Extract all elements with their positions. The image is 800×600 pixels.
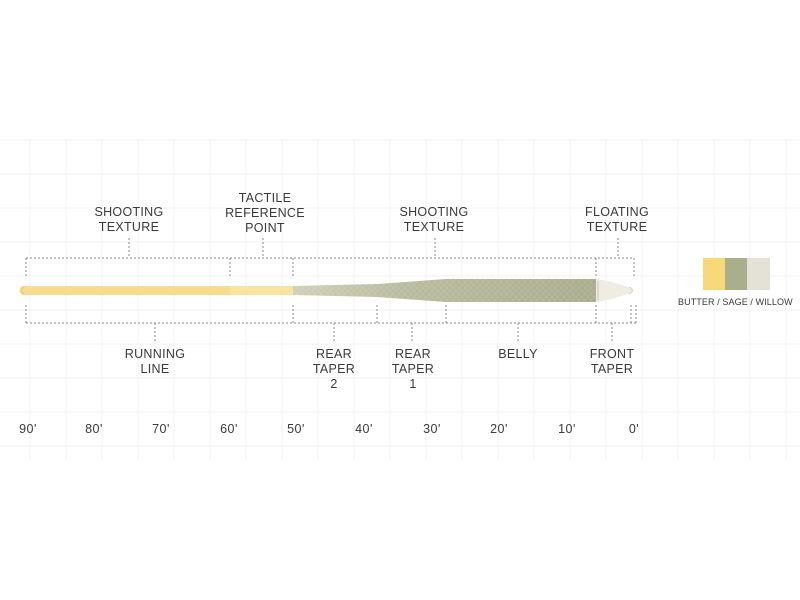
scale-tick: 0' xyxy=(628,422,640,436)
sage-swatch xyxy=(725,258,747,290)
label-rear-taper-1: REAR TAPER 1 xyxy=(391,347,435,391)
tactile-reference-section xyxy=(230,286,293,295)
floating-tip-section xyxy=(596,279,632,302)
label-shooting-texture-right: SHOOTING TEXTURE xyxy=(399,205,469,234)
willow-swatch xyxy=(747,258,770,290)
running-line-section xyxy=(19,286,293,295)
scale-tick: 80' xyxy=(85,422,103,436)
top-bracket xyxy=(25,238,635,276)
label-floating-texture: FLOATING TEXTURE xyxy=(585,205,649,234)
scale-tick: 30' xyxy=(423,422,441,436)
butter-swatch xyxy=(703,258,725,290)
scale-tick: 60' xyxy=(220,422,238,436)
scale-tick: 90' xyxy=(19,422,37,436)
fly-line xyxy=(19,279,633,302)
tip-loop xyxy=(628,286,633,295)
scale-tick: 50' xyxy=(287,422,305,436)
scale-tick: 20' xyxy=(490,422,508,436)
label-belly: BELLY xyxy=(498,347,538,361)
scale-tick: 40' xyxy=(355,422,373,436)
bottom-bracket xyxy=(25,305,637,343)
color-legend xyxy=(703,258,770,290)
label-rear-taper-2: REAR TAPER 2 xyxy=(312,347,356,391)
label-tactile-reference-point: TACTILE REFERENCE POINT xyxy=(225,191,305,235)
legend-caption: BUTTER / SAGE / WILLOW xyxy=(678,297,793,307)
scale-tick: 10' xyxy=(558,422,576,436)
scale-tick: 70' xyxy=(152,422,170,436)
label-running-line: RUNNING LINE xyxy=(124,347,186,376)
label-shooting-texture-left: SHOOTING TEXTURE xyxy=(94,205,164,234)
loop-end xyxy=(21,286,25,295)
label-front-taper: FRONT TAPER xyxy=(589,347,635,376)
